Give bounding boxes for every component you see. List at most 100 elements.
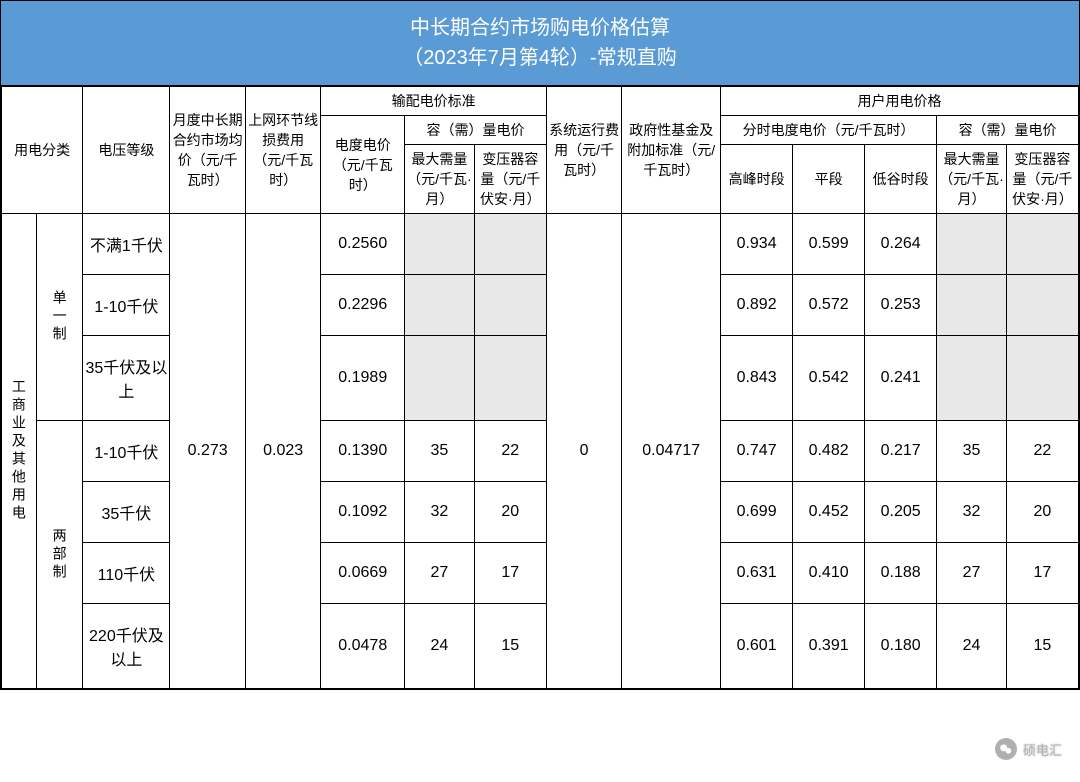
cell-voltage: 35千伏 (83, 482, 170, 543)
cell-md (405, 336, 475, 421)
table-row: 220千伏及以上 0.0478 24 15 0.601 0.391 0.180 … (2, 604, 1079, 689)
cell-tc2 (1006, 275, 1078, 336)
cell-flat: 0.410 (793, 543, 865, 604)
hdr-cap-group2: 容（需）量电价 (937, 116, 1079, 145)
cell-tc (474, 214, 546, 275)
hdr-valley: 低谷时段 (865, 145, 937, 214)
cell-voltage: 不满1千伏 (83, 214, 170, 275)
hdr-max-demand2: 最大需量（元/千瓦·月） (937, 145, 1007, 214)
cell-md2 (937, 336, 1007, 421)
cell-peak: 0.747 (721, 421, 793, 482)
cell-valley: 0.188 (865, 543, 937, 604)
table-row: 35千伏及以上 0.1989 0.843 0.542 0.241 (2, 336, 1079, 421)
cell-voltage: 220千伏及以上 (83, 604, 170, 689)
cell-md: 35 (405, 421, 475, 482)
table-row: 两部制 1-10千伏 0.1390 35 22 0.747 0.482 0.21… (2, 421, 1079, 482)
title-line2: （2023年7月第4轮）-常规直购 (403, 47, 676, 69)
cell-flat: 0.572 (793, 275, 865, 336)
cell-tc: 20 (474, 482, 546, 543)
cell-sub1: 单一制 (36, 214, 82, 421)
cell-trans: 0.1989 (321, 336, 405, 421)
cell-valley: 0.253 (865, 275, 937, 336)
cell-tc2: 20 (1006, 482, 1078, 543)
cell-main-cat: 工商业及其他用电 (2, 214, 37, 689)
hdr-user-group: 用户用电价格 (721, 87, 1079, 116)
cell-sub2: 两部制 (36, 421, 82, 689)
cell-valley: 0.180 (865, 604, 937, 689)
wechat-icon (995, 738, 1017, 760)
hdr-cap-group: 容（需）量电价 (405, 116, 547, 145)
cell-tc2: 15 (1006, 604, 1078, 689)
cell-peak: 0.892 (721, 275, 793, 336)
cell-tc2: 22 (1006, 421, 1078, 482)
cell-sys-fee: 0 (546, 214, 622, 689)
cell-md2: 27 (937, 543, 1007, 604)
cell-flat: 0.482 (793, 421, 865, 482)
cell-valley: 0.217 (865, 421, 937, 482)
cell-md (405, 214, 475, 275)
cell-tc2 (1006, 336, 1078, 421)
hdr-trans-group: 输配电价标准 (321, 87, 546, 116)
cell-flat: 0.452 (793, 482, 865, 543)
table-row: 110千伏 0.0669 27 17 0.631 0.410 0.188 27 … (2, 543, 1079, 604)
cell-voltage: 1-10千伏 (83, 275, 170, 336)
cell-md2: 35 (937, 421, 1007, 482)
cell-tc (474, 336, 546, 421)
cell-flat: 0.542 (793, 336, 865, 421)
cell-valley: 0.241 (865, 336, 937, 421)
cell-tc2: 17 (1006, 543, 1078, 604)
cell-voltage: 35千伏及以上 (83, 336, 170, 421)
cell-peak: 0.631 (721, 543, 793, 604)
price-table-container: 中长期合约市场购电价格估算 （2023年7月第4轮）-常规直购 用电分类 电压等… (0, 0, 1080, 690)
watermark-text: 硕电汇 (1023, 740, 1062, 759)
cell-trans: 0.0669 (321, 543, 405, 604)
cell-valley: 0.264 (865, 214, 937, 275)
hdr-category: 用电分类 (2, 87, 83, 214)
hdr-gov-fee: 政府性基金及附加标准（元/千瓦时） (622, 87, 721, 214)
cell-gov-fee: 0.04717 (622, 214, 721, 689)
cell-voltage: 1-10千伏 (83, 421, 170, 482)
cell-md2 (937, 275, 1007, 336)
table-row: 35千伏 0.1092 32 20 0.699 0.452 0.205 32 2… (2, 482, 1079, 543)
hdr-sys-fee: 系统运行费用（元/千瓦时） (546, 87, 622, 214)
hdr-loss: 上网环节线损费用（元/千瓦时） (245, 87, 321, 214)
hdr-transformer: 变压器容量（元/千伏安·月） (474, 145, 546, 214)
hdr-transformer2: 变压器容量（元/千伏安·月） (1006, 145, 1078, 214)
cell-md: 24 (405, 604, 475, 689)
table-row: 1-10千伏 0.2296 0.892 0.572 0.253 (2, 275, 1079, 336)
cell-tc: 22 (474, 421, 546, 482)
cell-md2: 24 (937, 604, 1007, 689)
cell-md: 32 (405, 482, 475, 543)
cell-md (405, 275, 475, 336)
cell-md2 (937, 214, 1007, 275)
cell-flat: 0.599 (793, 214, 865, 275)
cell-trans: 0.2560 (321, 214, 405, 275)
hdr-tou-group: 分时电度电价（元/千瓦时） (721, 116, 937, 145)
cell-trans: 0.2296 (321, 275, 405, 336)
hdr-max-demand: 最大需量（元/千瓦·月） (405, 145, 475, 214)
table-title: 中长期合约市场购电价格估算 （2023年7月第4轮）-常规直购 (1, 1, 1079, 86)
cell-tc: 15 (474, 604, 546, 689)
cell-md: 27 (405, 543, 475, 604)
cell-md2: 32 (937, 482, 1007, 543)
hdr-flat: 平段 (793, 145, 865, 214)
cell-peak: 0.601 (721, 604, 793, 689)
cell-peak: 0.843 (721, 336, 793, 421)
cell-trans: 0.1390 (321, 421, 405, 482)
table-row: 工商业及其他用电 单一制 不满1千伏 0.273 0.023 0.2560 0 … (2, 214, 1079, 275)
cell-loss: 0.023 (245, 214, 321, 689)
cell-peak: 0.934 (721, 214, 793, 275)
price-table: 用电分类 电压等级 月度中长期合约市场均价（元/千瓦时） 上网环节线损费用（元/… (1, 86, 1079, 689)
title-line1: 中长期合约市场购电价格估算 (410, 17, 670, 39)
watermark: 硕电汇 (995, 738, 1062, 760)
cell-peak: 0.699 (721, 482, 793, 543)
hdr-avg-price: 月度中长期合约市场均价（元/千瓦时） (170, 87, 246, 214)
cell-voltage: 110千伏 (83, 543, 170, 604)
hdr-trans-kwh: 电度电价（元/千瓦时） (321, 116, 405, 214)
header-row-1: 用电分类 电压等级 月度中长期合约市场均价（元/千瓦时） 上网环节线损费用（元/… (2, 87, 1079, 116)
cell-trans: 0.1092 (321, 482, 405, 543)
cell-tc2 (1006, 214, 1078, 275)
hdr-peak: 高峰时段 (721, 145, 793, 214)
cell-avg-price: 0.273 (170, 214, 246, 689)
cell-valley: 0.205 (865, 482, 937, 543)
